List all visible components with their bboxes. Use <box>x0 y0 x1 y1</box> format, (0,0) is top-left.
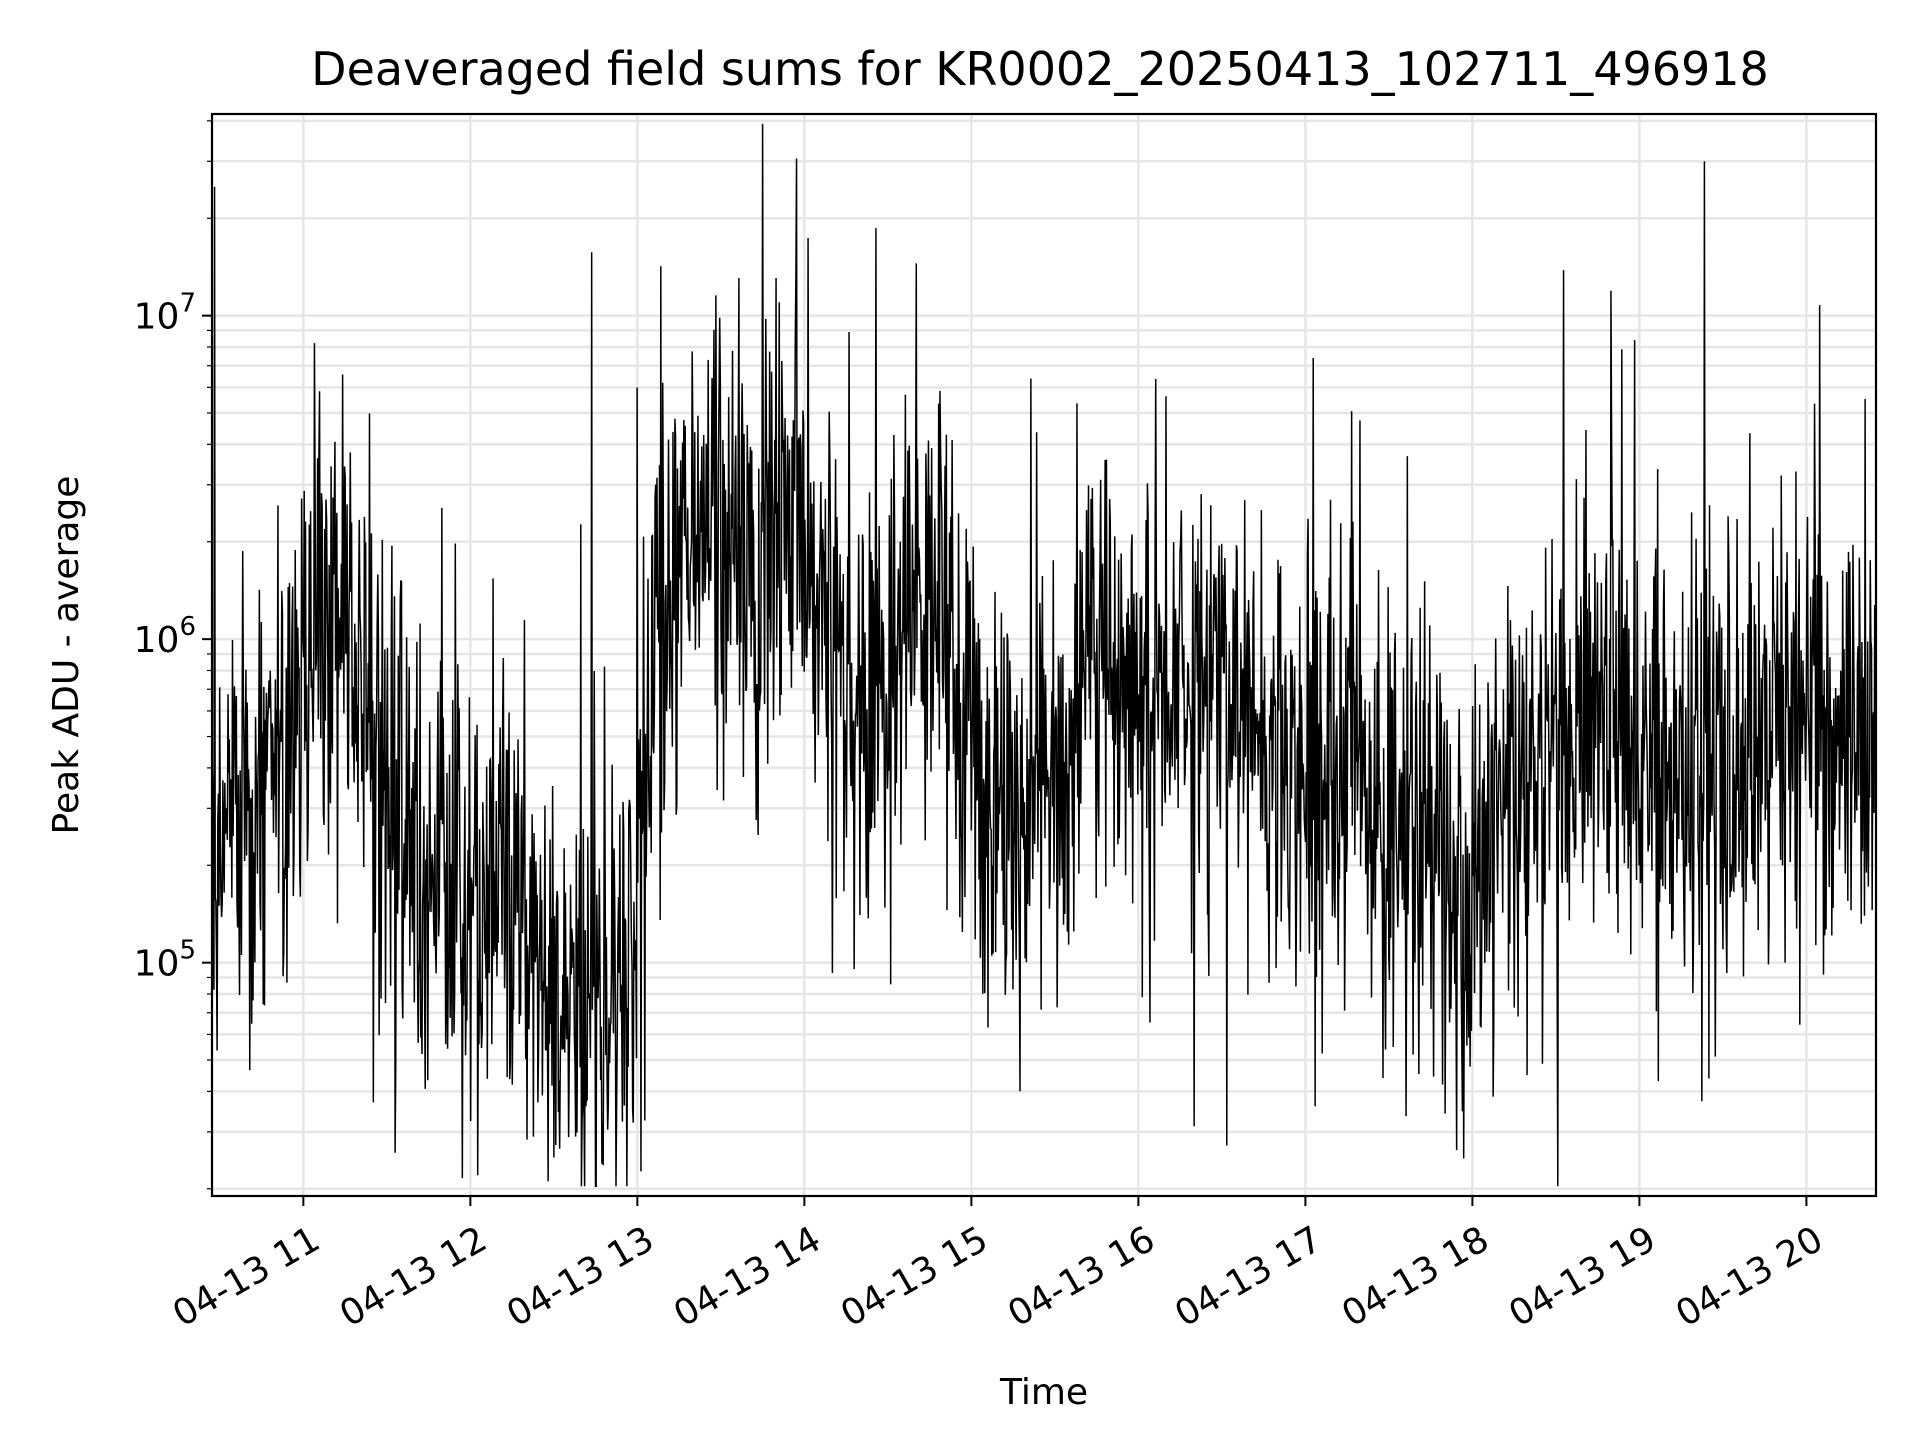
axis-ticks <box>202 120 1808 1206</box>
data-series <box>211 123 1877 1188</box>
x-tick-label: 04-13 11 <box>166 1219 327 1335</box>
x-tick-label: 04-13 16 <box>1001 1219 1162 1335</box>
x-tick-label: 04-13 19 <box>1502 1219 1663 1335</box>
y-tick-label: 107 <box>134 289 196 338</box>
x-axis-label: Time <box>999 1372 1088 1413</box>
y-tick-labels: 105 106 107 <box>134 289 196 985</box>
x-tick-label: 04-13 13 <box>500 1219 661 1335</box>
x-tick-labels: 04-13 11 04-13 12 04-13 13 04-13 14 04-13 15… <box>166 1219 1830 1335</box>
chart-title: Deaveraged field sums for KR0002_2025041… <box>311 42 1769 96</box>
x-tick-label: 04-13 12 <box>333 1219 494 1335</box>
x-tick-label: 04-13 14 <box>667 1219 828 1335</box>
y-axis-label: Peak ADU - average <box>46 476 87 835</box>
x-tick-label: 04-13 20 <box>1669 1219 1830 1335</box>
x-tick-label: 04-13 17 <box>1168 1219 1329 1335</box>
y-tick-label: 106 <box>134 612 196 661</box>
plot-frame <box>210 112 1878 1198</box>
series-line <box>211 123 1877 1188</box>
x-tick-label: 04-13 18 <box>1335 1219 1496 1335</box>
x-tick-label: 04-13 15 <box>834 1219 995 1335</box>
y-tick-label: 105 <box>134 936 196 985</box>
